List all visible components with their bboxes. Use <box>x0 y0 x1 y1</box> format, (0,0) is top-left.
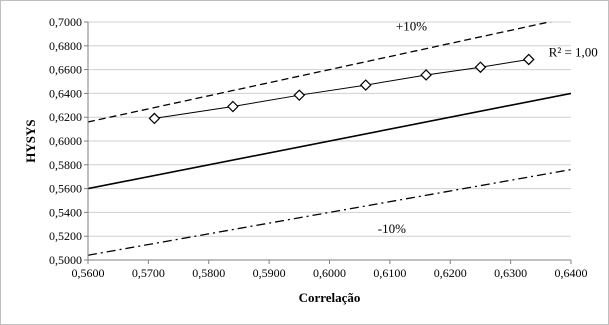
data-point <box>148 112 161 125</box>
reference-lines-layer <box>88 22 571 256</box>
y-tick-label: 0,5000 <box>49 253 82 267</box>
y-tick-label: 0,5800 <box>49 158 82 172</box>
y-tick-label: 0,6000 <box>49 134 82 148</box>
data-point <box>522 53 535 66</box>
data-point <box>293 89 306 102</box>
x-tick-label: 0,5600 <box>72 266 105 280</box>
data-point <box>420 69 432 81</box>
y-tick-label: 0,6400 <box>49 86 82 100</box>
axis-layer: 0,5000 0,5200 0,5400 0,5600 0,5800 0,6000 0,62… <box>49 15 588 280</box>
x-tick-label: 0,5900 <box>253 266 286 280</box>
data-point <box>227 100 239 113</box>
reference-line-dashdot <box>88 168 571 256</box>
x-tick-label: 0,5700 <box>132 266 165 280</box>
x-tick-label: 0,6200 <box>434 266 467 280</box>
x-tick-label: 0,6300 <box>494 266 527 280</box>
series-layer <box>148 53 535 125</box>
annotation-r-squared: R² = 1,00 <box>549 44 598 59</box>
y-tick-label: 0,5600 <box>49 182 82 196</box>
y-tick-label: 0,6600 <box>49 63 82 77</box>
x-tick-label: 0,6400 <box>555 266 588 280</box>
x-tick-label: 0,5800 <box>192 266 225 280</box>
x-tick-label: 0,6000 <box>313 266 346 280</box>
y-tick-label: 0,5200 <box>49 229 82 243</box>
data-point <box>474 61 487 74</box>
x-tick-label: 0,6100 <box>373 266 406 280</box>
annotation-minus-10: -10% <box>378 221 406 236</box>
y-tick-label: 0,7000 <box>49 15 82 29</box>
y-tick-label: 0,5400 <box>49 205 82 219</box>
grid-layer <box>88 21 571 237</box>
y-axis-label: HYSYS <box>23 119 38 162</box>
x-axis-label: Correlação <box>299 290 361 305</box>
data-point <box>359 79 372 91</box>
y-tick-label: 0,6800 <box>49 39 82 53</box>
reference-line-solid <box>88 92 571 190</box>
reference-line-dashed <box>88 22 553 123</box>
annotation-plus-10: +10% <box>396 18 427 33</box>
y-tick-label: 0,6200 <box>49 110 82 124</box>
